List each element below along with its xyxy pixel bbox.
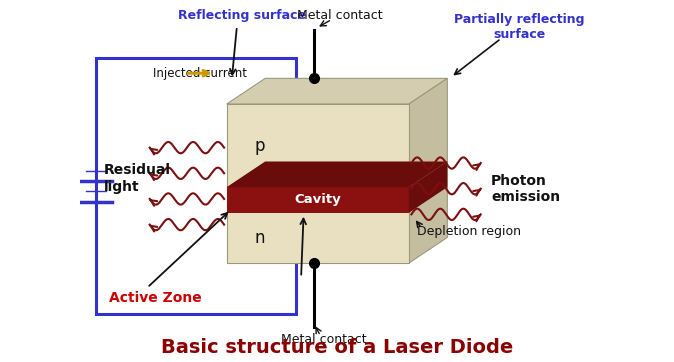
Polygon shape: [226, 161, 448, 187]
Bar: [226, 187, 409, 213]
Polygon shape: [409, 78, 448, 263]
Text: Reflecting surface: Reflecting surface: [178, 9, 306, 22]
Text: Metal contact: Metal contact: [281, 333, 367, 346]
Text: Active Zone: Active Zone: [109, 291, 202, 305]
Text: Metal contact: Metal contact: [297, 9, 382, 22]
Text: n: n: [255, 229, 266, 247]
Bar: [96, 58, 296, 315]
Text: Basic structure of a Laser Diode: Basic structure of a Laser Diode: [161, 337, 513, 357]
Text: p: p: [255, 136, 266, 155]
Text: Depletion region: Depletion region: [417, 225, 520, 238]
Polygon shape: [226, 78, 448, 104]
Bar: [226, 104, 409, 263]
Text: Partially reflecting
surface: Partially reflecting surface: [454, 13, 584, 41]
Text: Cavity: Cavity: [295, 193, 341, 206]
Text: Residual
light: Residual light: [104, 163, 171, 194]
Text: Injected current: Injected current: [153, 67, 247, 80]
Polygon shape: [409, 161, 448, 213]
Text: Photon
emission: Photon emission: [491, 174, 560, 204]
